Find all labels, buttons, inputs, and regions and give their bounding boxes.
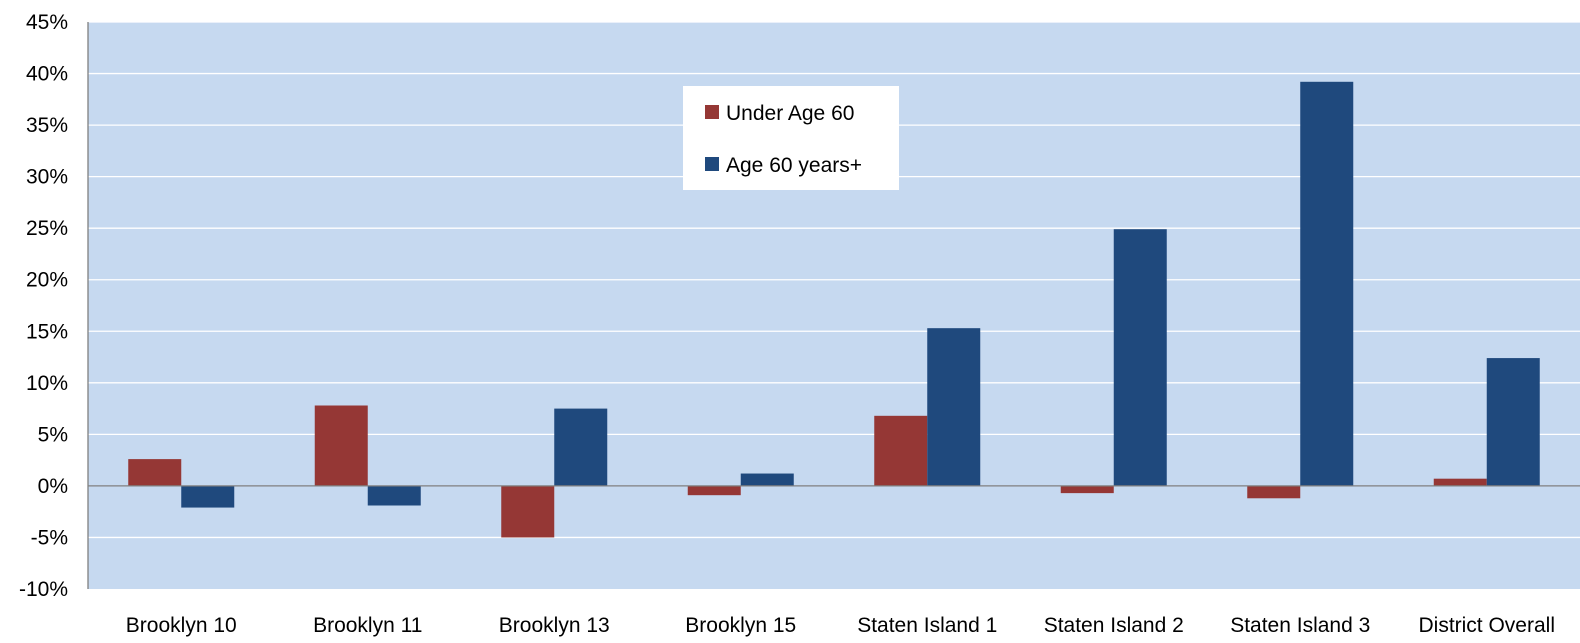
y-tick-label: 45%: [26, 11, 68, 34]
y-tick-label: 40%: [26, 63, 68, 86]
x-tick-label: Brooklyn 10: [126, 614, 237, 637]
y-tick-label: 0%: [38, 475, 68, 498]
y-tick-label: -5%: [31, 526, 68, 549]
bar-age-60-plus: [181, 485, 235, 508]
legend-label-age-60-plus: Age 60 years+: [726, 154, 862, 177]
bar-under-age-60: [1247, 485, 1301, 499]
bar-under-age-60: [1433, 478, 1487, 486]
legend-box: [683, 86, 899, 190]
legend: Under Age 60 Age 60 years+: [683, 86, 899, 190]
y-tick-label: 15%: [26, 320, 68, 343]
y-axis-tick-labels: 45% 40% 35% 30% 25% 20% 15% 10% 5% 0% -5% -10%: [19, 11, 68, 601]
y-tick-label: 25%: [26, 217, 68, 240]
legend-swatch-age-60-plus: [705, 157, 719, 171]
x-tick-label: Brooklyn 15: [685, 614, 796, 637]
x-tick-label: Staten Island 3: [1230, 614, 1370, 637]
x-tick-label: District Overall: [1418, 614, 1555, 637]
y-tick-label: 35%: [26, 114, 68, 137]
y-tick-label: 10%: [26, 372, 68, 395]
x-tick-label: Staten Island 1: [857, 614, 997, 637]
bar-age-60-plus: [1300, 81, 1354, 486]
bar-under-age-60: [874, 415, 928, 486]
bar-age-60-plus: [1486, 358, 1540, 486]
x-tick-label: Brooklyn 11: [313, 614, 422, 637]
bar-under-age-60: [128, 459, 182, 486]
legend-swatch-under-age-60: [705, 105, 719, 119]
bar-under-age-60: [687, 485, 741, 496]
bar-under-age-60: [1060, 485, 1114, 494]
x-tick-label: Brooklyn 13: [499, 614, 610, 637]
x-tick-label: Staten Island 2: [1044, 614, 1184, 637]
bar-age-60-plus: [367, 485, 421, 506]
x-axis-tick-labels: Brooklyn 10 Brooklyn 11 Brooklyn 13 Brookly…: [126, 614, 1555, 637]
y-tick-label: 20%: [26, 269, 68, 292]
bars: [128, 81, 1540, 538]
bar-age-60-plus: [740, 473, 794, 486]
y-tick-label: 5%: [38, 423, 68, 446]
y-tick-label: 30%: [26, 166, 68, 189]
bar-age-60-plus: [927, 328, 981, 486]
legend-label-under-age-60: Under Age 60: [726, 102, 854, 125]
y-tick-label: -10%: [19, 578, 68, 601]
bar-under-age-60: [501, 485, 555, 538]
bar-under-age-60: [314, 405, 368, 486]
bar-age-60-plus: [554, 408, 608, 486]
bar-age-60-plus: [1113, 229, 1167, 486]
